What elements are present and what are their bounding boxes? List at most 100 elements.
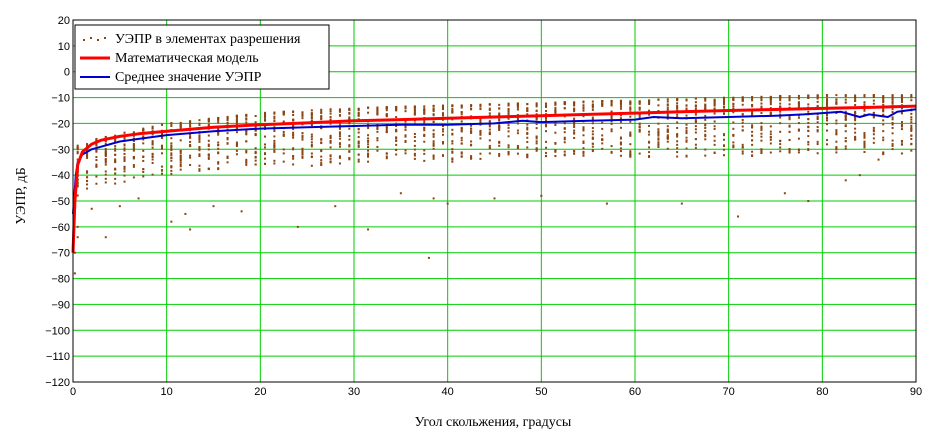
- scatter-point: [882, 97, 885, 100]
- scatter-point: [189, 120, 192, 123]
- scatter-point: [329, 136, 332, 139]
- scatter-point: [170, 165, 173, 168]
- scatter-point: [882, 130, 885, 133]
- scatter-point: [114, 147, 117, 150]
- scatter-point: [797, 149, 800, 152]
- scatter-point: [863, 95, 866, 98]
- scatter-point: [413, 113, 416, 116]
- scatter-point: [507, 150, 510, 153]
- scatter-point: [732, 127, 735, 130]
- scatter-point: [460, 136, 463, 139]
- scatter-point: [769, 136, 772, 139]
- scatter-point: [554, 149, 557, 152]
- scatter-point: [404, 110, 407, 113]
- scatter-point: [676, 102, 679, 105]
- scatter-point: [357, 153, 360, 156]
- scatter-point: [545, 102, 548, 105]
- scatter-point: [151, 155, 154, 158]
- scatter-point: [507, 112, 510, 115]
- scatter-point: [835, 131, 838, 134]
- scatter-point: [338, 156, 341, 159]
- scatter-point: [526, 109, 529, 112]
- scatter-point: [854, 110, 857, 113]
- scatter-point: [264, 114, 267, 117]
- scatter-point: [891, 126, 894, 129]
- scatter-point: [535, 117, 538, 120]
- scatter-point: [376, 109, 379, 112]
- scatter-point: [676, 143, 679, 146]
- scatter-point: [170, 137, 173, 140]
- scatter-point: [357, 114, 360, 117]
- scatter-point: [826, 99, 829, 102]
- scatter-point: [582, 129, 585, 132]
- scatter-point: [189, 140, 192, 143]
- scatter-outlier: [367, 228, 370, 231]
- scatter-point: [657, 145, 660, 148]
- scatter-point: [619, 101, 622, 104]
- scatter-point: [648, 102, 651, 105]
- legend-entry-mean: Среднее значение УЭПР: [80, 70, 262, 85]
- scatter-point: [797, 151, 800, 154]
- scatter-point: [198, 149, 201, 152]
- scatter-point: [610, 104, 613, 107]
- scatter-point: [629, 134, 632, 137]
- scatter-point: [395, 106, 398, 109]
- scatter-point: [863, 109, 866, 112]
- scatter-point: [835, 132, 838, 135]
- scatter-point: [86, 170, 89, 173]
- scatter-point: [142, 142, 145, 145]
- scatter-point: [545, 151, 548, 154]
- scatter-point: [573, 110, 576, 113]
- scatter-point: [760, 125, 763, 128]
- scatter-point: [226, 161, 229, 164]
- scatter-point: [254, 126, 257, 129]
- scatter-point: [179, 125, 182, 128]
- scatter-point: [86, 180, 89, 183]
- scatter-point: [273, 135, 276, 138]
- scatter-point: [498, 107, 501, 110]
- scatter-point: [86, 155, 89, 158]
- scatter-point: [685, 131, 688, 134]
- scatter-point: [910, 124, 913, 127]
- scatter-point: [657, 141, 660, 144]
- scatter-point: [376, 137, 379, 140]
- scatter-point: [844, 115, 847, 118]
- scatter-point: [779, 106, 782, 109]
- scatter-point: [488, 147, 491, 150]
- scatter-point: [891, 101, 894, 104]
- scatter-point: [882, 119, 885, 122]
- scatter-point: [198, 137, 201, 140]
- scatter-point: [797, 94, 800, 97]
- scatter-point: [591, 150, 594, 153]
- scatter-point: [264, 116, 267, 119]
- scatter-point: [498, 153, 501, 156]
- scatter-point: [470, 156, 473, 159]
- scatter-outlier: [844, 179, 847, 182]
- scatter-point: [826, 104, 829, 107]
- scatter-point: [704, 107, 707, 110]
- scatter-point: [273, 120, 276, 123]
- scatter-point: [235, 143, 238, 146]
- scatter-point: [432, 142, 435, 145]
- scatter-point: [685, 126, 688, 129]
- scatter-point: [854, 136, 857, 139]
- scatter-point: [554, 124, 557, 127]
- scatter-point: [704, 148, 707, 151]
- scatter-outlier: [807, 200, 810, 202]
- scatter-point: [657, 131, 660, 134]
- scatter-point: [760, 151, 763, 154]
- scatter-point: [685, 155, 688, 158]
- scatter-point: [104, 148, 107, 151]
- scatter-point: [226, 136, 229, 139]
- scatter-point: [638, 100, 641, 103]
- scatter-point: [722, 97, 725, 100]
- scatter-point: [273, 143, 276, 146]
- scatter-point: [910, 126, 913, 129]
- scatter-point: [863, 108, 866, 111]
- scatter-point: [367, 140, 370, 143]
- scatter-point: [835, 140, 838, 143]
- scatter-point: [516, 106, 519, 109]
- scatter-point: [741, 99, 744, 102]
- scatter-point: [601, 134, 604, 137]
- scatter-point: [863, 134, 866, 137]
